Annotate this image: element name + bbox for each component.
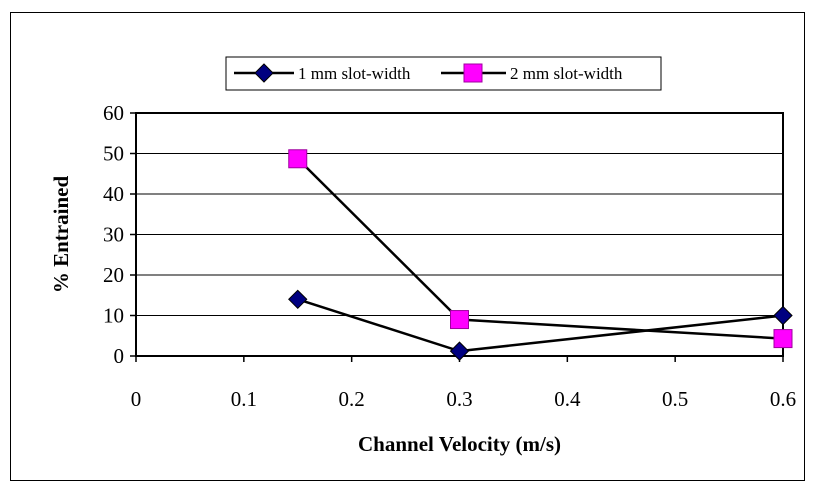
x-axis-ticks: 0 0.1 0.2 0.3 0.4 0.5 0.6 [131,356,796,411]
x-tick-label: 0.1 [231,387,257,411]
x-tick-label: 0.4 [554,387,581,411]
y-tick-label: 0 [114,344,125,368]
data-point-diamond [773,305,793,326]
legend-marker-square [463,63,483,83]
x-axis-title: Channel Velocity (m/s) [358,432,561,456]
legend-label-1mm: 1 mm slot-width [298,64,411,83]
x-tick-label: 0 [131,387,142,411]
legend-marker-diamond [254,63,274,83]
legend-label-2mm: 2 mm slot-width [510,64,623,83]
series [288,149,793,361]
data-point-diamond [449,341,470,361]
data-point-square [288,149,308,169]
y-tick-label: 60 [103,101,124,125]
y-tick-label: 20 [103,263,124,287]
y-axis-ticks: 0 10 20 30 40 50 60 [103,101,136,368]
x-tick-label: 0.3 [446,387,472,411]
gridlines [136,153,783,316]
data-point-square [450,310,469,330]
data-point-square [773,329,793,349]
x-tick-label: 0.6 [770,387,796,411]
y-tick-label: 10 [103,304,124,328]
x-tick-label: 0.5 [662,387,688,411]
legend: 1 mm slot-width 2 mm slot-width [225,56,662,91]
y-axis-title: % Entrained [49,176,73,294]
y-tick-label: 30 [103,223,124,247]
y-tick-label: 40 [103,182,124,206]
series-line-2mm [296,157,784,340]
y-tick-label: 50 [103,142,124,166]
data-point-diamond [288,289,308,310]
x-tick-label: 0.2 [339,387,365,411]
